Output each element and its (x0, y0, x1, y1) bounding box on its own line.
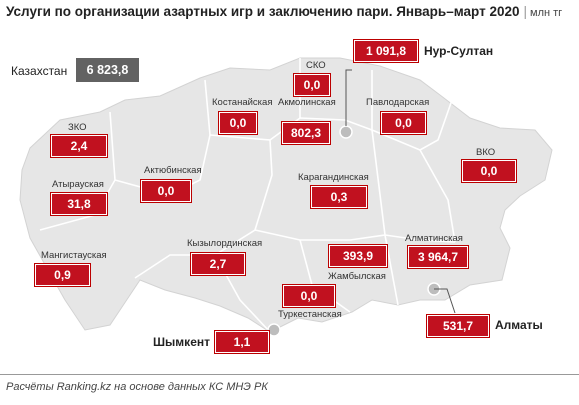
region-label-kyzylorda: Кызылординская (187, 238, 263, 249)
region-label-karaganda: Карагандинская (298, 172, 369, 183)
value-box-shymkent: 1,1 (215, 331, 269, 353)
value-box-karaganda: 0,3 (311, 186, 367, 208)
value-box-sko: 0,0 (294, 74, 330, 96)
footer-divider (0, 374, 579, 375)
value-box-vko: 0,0 (462, 160, 516, 182)
unit-label: млн тг (530, 7, 563, 19)
value-box-almaty-region: 3 964,7 (408, 246, 468, 268)
value-box-kostanay: 0,0 (219, 112, 257, 134)
region-label-pavlodar: Павлодарская (366, 97, 430, 108)
value-box-almaty: 531,7 (427, 315, 489, 337)
region-label-vko: ВКО (476, 147, 496, 158)
title-separator: | (523, 4, 528, 19)
city-label-shymkent: Шымкент (153, 335, 210, 349)
value-box-kyzylorda: 2,7 (191, 253, 245, 275)
region-label-mangystau: Мангистауская (41, 250, 107, 261)
region-label-turkestan: Туркестанская (278, 309, 342, 320)
chart-title-text: Услуги по организации азартных игр и зак… (6, 4, 520, 19)
value-box-mangystau: 0,9 (35, 264, 90, 286)
value-box-pavlodar: 0,0 (381, 112, 426, 134)
region-label-aktobe: Актюбинская (144, 165, 202, 176)
value-box-atyrau: 31,8 (51, 193, 107, 215)
chart-title: Услуги по организации азартных игр и зак… (6, 4, 562, 19)
nursultan-marker (339, 125, 353, 139)
value-box-zko: 2,4 (51, 135, 107, 157)
region-label-zhambyl: Жамбылская (328, 271, 386, 282)
region-label-zko: ЗКО (68, 122, 87, 133)
region-label-sko: СКО (306, 60, 326, 71)
value-box-zhambyl: 393,9 (329, 245, 387, 267)
value-box-akmola: 802,3 (282, 122, 330, 144)
region-label-kostanay: Костанайская (212, 97, 273, 108)
shymkent-marker (267, 323, 281, 337)
value-box-turkestan: 0,0 (283, 285, 335, 307)
city-label-almaty: Алматы (495, 318, 543, 332)
region-label-almaty-region: Алматинская (405, 233, 463, 244)
value-box-nursultan: 1 091,8 (354, 40, 418, 62)
country-label: Казахстан (11, 64, 68, 78)
region-label-akmola: Акмолинская (278, 97, 336, 108)
country-total-value: 6 823,8 (76, 58, 139, 82)
value-box-aktobe: 0,0 (141, 180, 191, 202)
source-note: Расчёты Ranking.kz на основе данных КС М… (6, 381, 268, 393)
region-label-atyrau: Атырауская (52, 179, 104, 190)
city-label-nursultan: Нур-Султан (424, 44, 494, 58)
